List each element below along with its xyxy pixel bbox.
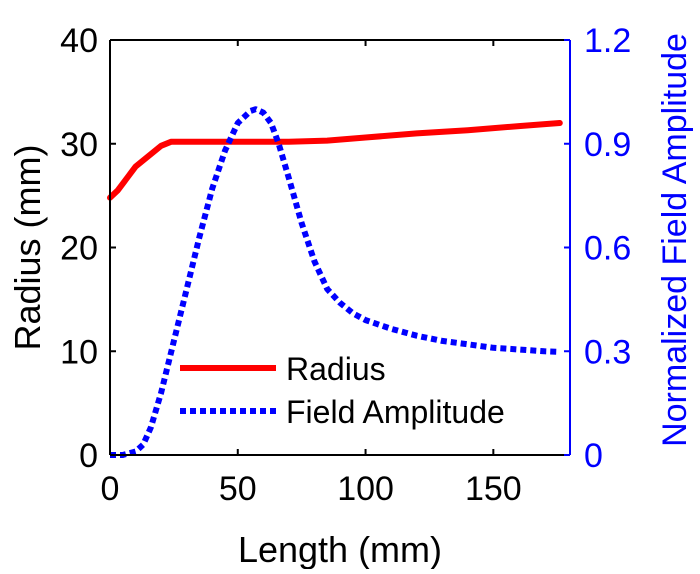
y-left-tick-label: 10 [60, 333, 98, 371]
x-tick-label: 50 [219, 470, 257, 508]
y-left-tick-label: 0 [79, 437, 98, 475]
y-right-tick-label: 0.9 [584, 126, 631, 164]
y-left-tick-label: 30 [60, 126, 98, 164]
series-line-radius [107, 120, 563, 201]
x-tick-label: 0 [101, 470, 120, 508]
y-right-tick-label: 0.3 [584, 333, 631, 371]
x-tick-label: 150 [465, 470, 522, 508]
y-right-axis-label: Normalized Field Amplitude [656, 33, 694, 447]
x-axis-label: Length (mm) [238, 529, 442, 569]
legend-label-radius: Radius [286, 351, 386, 387]
y-right-tick-label: 0.6 [584, 230, 631, 268]
y-left-tick-label: 40 [60, 22, 98, 60]
series-line-field-amplitude [110, 106, 560, 458]
legend-label-field-amplitude: Field Amplitude [286, 394, 505, 430]
y-left-tick-label: 20 [60, 230, 98, 268]
y-right-tick-label: 0 [584, 437, 603, 475]
y-right-tick-label: 1.2 [584, 22, 631, 60]
x-tick-label: 100 [337, 470, 394, 508]
y-left-axis-label: Radius (mm) [7, 144, 48, 350]
